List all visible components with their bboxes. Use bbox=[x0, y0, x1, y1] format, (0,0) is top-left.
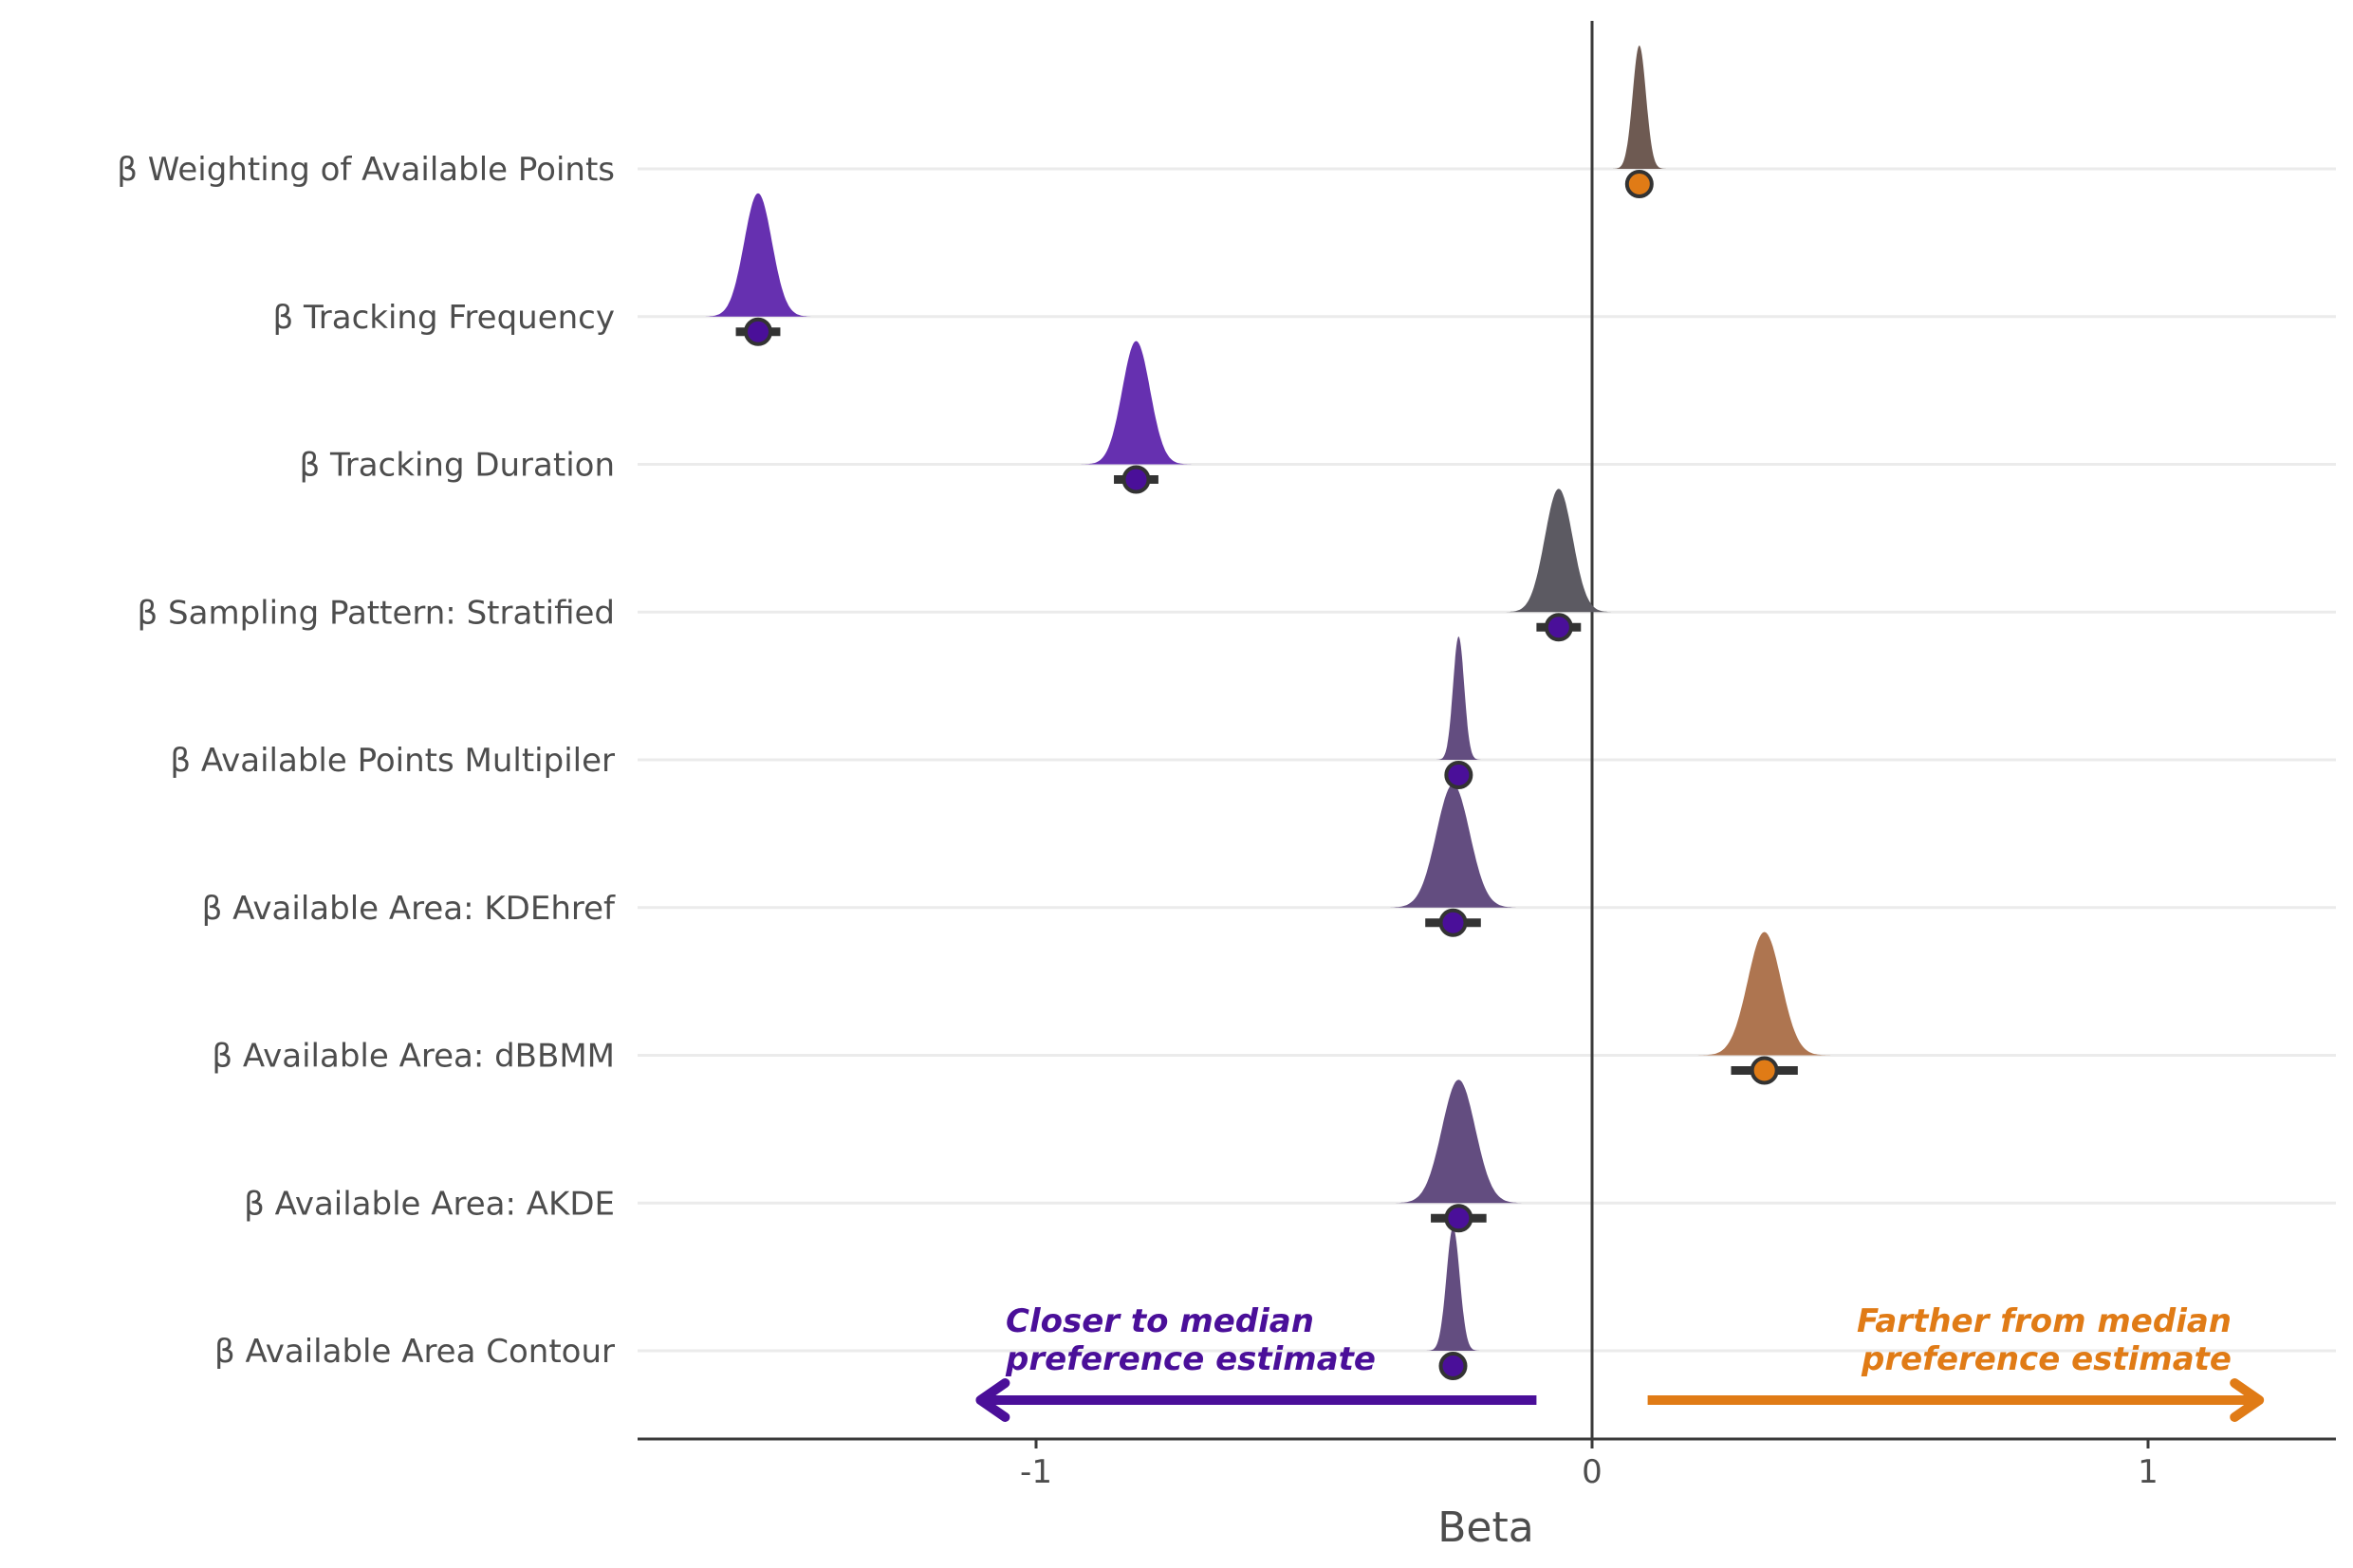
median-points bbox=[744, 170, 1779, 1380]
median-point bbox=[1444, 761, 1473, 789]
density-curve bbox=[1436, 636, 1481, 760]
y-tick-label: β Available Points Multipiler bbox=[170, 742, 615, 780]
median-point bbox=[1121, 465, 1151, 494]
right-annotation-arrow-head bbox=[2230, 1378, 2265, 1422]
median-point bbox=[1444, 1204, 1473, 1233]
density-curve bbox=[1612, 46, 1666, 169]
y-tick-label: β Weighting of Available Points bbox=[117, 151, 615, 189]
x-axis-label: Beta bbox=[1437, 1503, 1533, 1552]
y-axis-tick-labels: β Weighting of Available Points β Trackin… bbox=[117, 151, 616, 1371]
median-point bbox=[1624, 170, 1654, 198]
y-tick-label: β Available Area: KDEhref bbox=[202, 890, 616, 928]
density-curve bbox=[1426, 1227, 1480, 1351]
density-curve bbox=[1080, 341, 1193, 465]
x-tick-label: -1 bbox=[1020, 1453, 1052, 1491]
y-tick-label: β Available Area: AKDE bbox=[244, 1185, 615, 1223]
y-tick-label: β Available Area Contour bbox=[214, 1333, 615, 1371]
density-curve bbox=[1392, 1079, 1526, 1204]
median-point bbox=[1438, 908, 1468, 937]
annotations: Closer to median preference estimate Far… bbox=[975, 1302, 2265, 1422]
left-annotation-arrow-head bbox=[975, 1378, 1010, 1422]
y-tick-label: β Sampling Pattern: Stratified bbox=[138, 594, 615, 632]
y-tick-label: β Available Area: dBBMM bbox=[212, 1038, 615, 1076]
density-curve bbox=[702, 193, 814, 317]
median-point bbox=[1544, 613, 1573, 642]
right-annotation-line1: Farther from median bbox=[1857, 1302, 2232, 1340]
median-point bbox=[1438, 1352, 1468, 1380]
density-curve bbox=[1503, 489, 1615, 613]
right-annotation-line2: preference estimate bbox=[1861, 1340, 2232, 1378]
left-annotation-line2: preference estimate bbox=[1005, 1340, 1376, 1378]
axes bbox=[638, 21, 2336, 1441]
median-point bbox=[744, 317, 772, 346]
density-curve bbox=[1386, 784, 1520, 908]
x-tick-label: 1 bbox=[2138, 1453, 2158, 1491]
median-point bbox=[1750, 1056, 1779, 1085]
x-axis-tick-labels: -1 0 1 bbox=[1020, 1439, 2158, 1491]
y-tick-label: β Tracking Frequency bbox=[272, 299, 615, 337]
density-curve bbox=[1697, 932, 1831, 1056]
y-tick-label: β Tracking Duration bbox=[299, 447, 615, 485]
x-tick-label: 0 bbox=[1582, 1453, 1603, 1491]
left-annotation-line1: Closer to median bbox=[1006, 1302, 1314, 1340]
posterior-densities bbox=[702, 46, 1831, 1351]
